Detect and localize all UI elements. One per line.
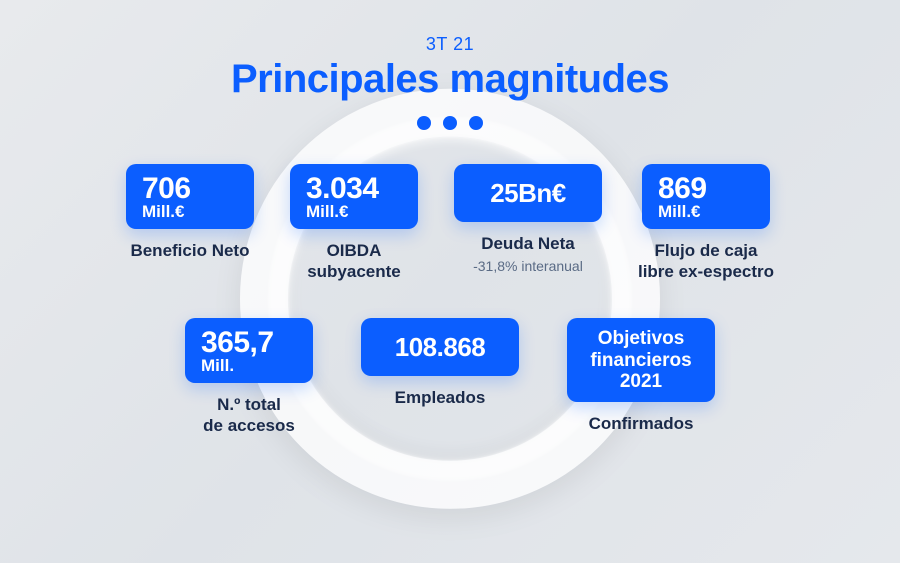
metric-label: Flujo de caja libre ex-espectro: [638, 241, 774, 282]
metric-empleados: 108.868 Empleados: [361, 318, 519, 436]
metric-chip: 706 Mill.€: [126, 164, 254, 229]
metric-unit: Mill.: [201, 357, 234, 374]
metric-label: OIBDA subyacente: [307, 241, 401, 282]
metric-label: Confirmados: [589, 414, 694, 435]
metric-oibda: 3.034 Mill.€ OIBDA subyacente: [290, 164, 418, 282]
pagination-dots: [417, 116, 483, 130]
metric-value: 108.868: [395, 328, 485, 367]
metric-label: N.º total de accesos: [203, 395, 295, 436]
metric-flujo-caja: 869 Mill.€ Flujo de caja libre ex-espect…: [638, 164, 774, 282]
metric-unit: Mill.€: [142, 203, 185, 220]
metric-chip: 3.034 Mill.€: [290, 164, 418, 229]
metric-chip: 25Bn€: [454, 164, 602, 222]
metric-label: Deuda Neta: [481, 234, 575, 255]
metric-value: 706: [142, 174, 191, 205]
metric-chip: Objetivos financieros 2021: [567, 318, 715, 402]
dot-icon: [417, 116, 431, 130]
metrics-row-2: 365,7 Mill. N.º total de accesos 108.868…: [0, 318, 900, 436]
metric-label: Empleados: [395, 388, 486, 409]
metric-label: Beneficio Neto: [130, 241, 249, 262]
metric-chip: 365,7 Mill.: [185, 318, 313, 383]
dot-icon: [469, 116, 483, 130]
metric-value: 3.034: [306, 174, 379, 205]
metric-sublabel: -31,8% interanual: [473, 258, 583, 274]
metric-unit: Mill.€: [306, 203, 349, 220]
metrics-row-1: 706 Mill.€ Beneficio Neto 3.034 Mill.€ O…: [0, 164, 900, 282]
metric-chip: 869 Mill.€: [642, 164, 770, 229]
metric-objetivos: Objetivos financieros 2021 Confirmados: [567, 318, 715, 436]
metric-beneficio-neto: 706 Mill.€ Beneficio Neto: [126, 164, 254, 282]
metric-deuda-neta: 25Bn€ Deuda Neta -31,8% interanual: [454, 164, 602, 282]
metric-value: 25Bn€: [490, 174, 566, 213]
metric-chip: 108.868: [361, 318, 519, 376]
dot-icon: [443, 116, 457, 130]
metric-accesos: 365,7 Mill. N.º total de accesos: [185, 318, 313, 436]
period-subtitle: 3T 21: [426, 34, 474, 55]
infographic-content: 3T 21 Principales magnitudes 706 Mill.€ …: [0, 0, 900, 563]
metric-unit: Mill.€: [658, 203, 701, 220]
metric-value: 869: [658, 174, 707, 205]
metric-value: 365,7: [201, 328, 274, 359]
page-title: Principales magnitudes: [231, 57, 669, 102]
metric-text: Objetivos financieros 2021: [590, 328, 691, 392]
